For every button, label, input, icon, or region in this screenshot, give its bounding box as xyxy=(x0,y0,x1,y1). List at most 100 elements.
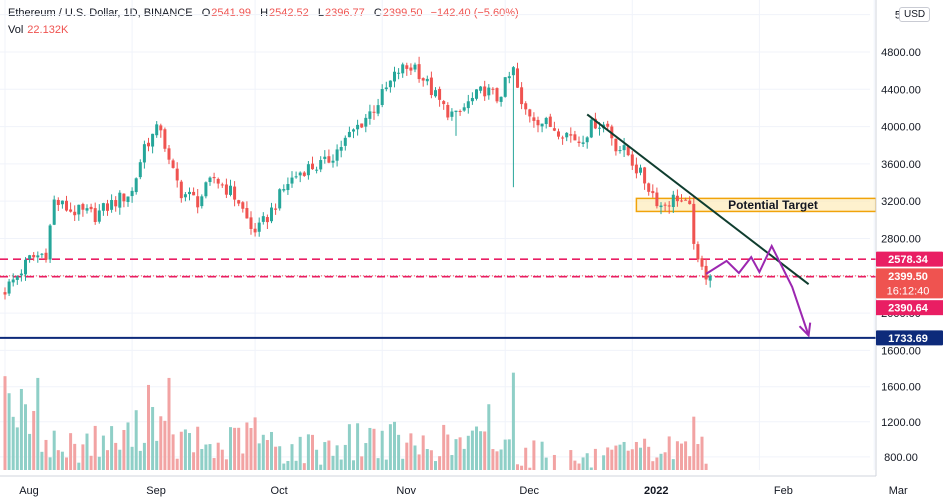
volume-bar xyxy=(364,443,368,470)
volume-bar xyxy=(397,434,401,470)
candle-body xyxy=(704,265,708,280)
volume-bar xyxy=(28,433,32,470)
volume-bar xyxy=(516,464,519,470)
volume-bar xyxy=(491,449,495,470)
candle-body xyxy=(261,216,265,222)
volume-bar xyxy=(589,467,593,470)
candle-body xyxy=(454,110,458,112)
volume-bar xyxy=(671,459,675,470)
candle-body xyxy=(192,191,196,196)
volume-bar xyxy=(352,460,355,470)
price-levels[interactable] xyxy=(0,258,876,339)
volume-bar xyxy=(544,457,548,470)
candle-body xyxy=(364,117,368,127)
candle-body xyxy=(425,78,429,82)
volume-bar xyxy=(532,440,536,470)
candle-body xyxy=(671,194,675,208)
volume-bar xyxy=(343,444,347,470)
volume-bar xyxy=(196,426,200,470)
volume-bar xyxy=(101,435,105,470)
candle-body xyxy=(245,208,249,219)
volume-bar xyxy=(48,457,52,470)
candle-body xyxy=(651,191,655,194)
volume-bar xyxy=(15,427,19,470)
open-value: 2541.99 xyxy=(211,7,252,19)
volume-bar xyxy=(573,460,577,470)
level-tag-bg xyxy=(876,330,943,346)
volume-bar xyxy=(151,406,155,470)
candle-body xyxy=(294,176,298,178)
target-zone-label: Potential Target xyxy=(728,198,818,212)
volume-bar xyxy=(331,455,335,470)
price-tick-label: 4400.00 xyxy=(881,84,921,96)
volume-bar xyxy=(647,446,651,470)
volume-bar xyxy=(278,446,282,470)
volume-bar xyxy=(249,427,253,470)
volume-bar xyxy=(470,430,474,470)
volume-bar xyxy=(85,433,89,470)
close-value: 2399.50 xyxy=(382,7,423,19)
low-value: 2396.77 xyxy=(324,7,365,19)
candle-body xyxy=(458,110,462,112)
volume-bar xyxy=(192,452,196,470)
time-tick-label: 2022 xyxy=(644,485,668,497)
drawings[interactable] xyxy=(586,113,812,338)
volume-bar xyxy=(52,430,56,470)
candle-body xyxy=(278,189,282,209)
candle-body xyxy=(643,167,647,184)
candle-body xyxy=(290,177,294,184)
volume-bar xyxy=(528,467,532,470)
level-tag-text: 1733.69 xyxy=(888,333,928,345)
high-value: 2542.52 xyxy=(269,7,309,19)
target-zone[interactable]: Potential Target xyxy=(635,197,877,213)
volume-bar xyxy=(655,457,659,470)
volume-bar xyxy=(89,455,93,470)
candle-body xyxy=(606,123,610,127)
candle-body xyxy=(388,80,392,88)
candle-body xyxy=(581,142,585,144)
volume-bar xyxy=(413,445,417,470)
time-tick-label: Aug xyxy=(19,485,39,497)
volume-bar xyxy=(237,427,241,470)
candle-body xyxy=(466,101,470,109)
volume-bar xyxy=(593,448,597,470)
candle-body xyxy=(499,96,503,102)
candle-body xyxy=(352,129,355,132)
level-tag-bg xyxy=(876,300,943,316)
volume-value: 22.132K xyxy=(27,24,69,36)
candle-body xyxy=(282,189,286,191)
time-tick-label: Oct xyxy=(271,485,288,497)
volume-bar xyxy=(524,447,528,470)
chart-legend: Ethereum / U.S. Dollar, 1D, BINANCE O254… xyxy=(8,7,519,19)
volume-bar xyxy=(479,431,483,470)
price-tick-label: 4000.00 xyxy=(881,122,921,134)
time-tick-label: Mar xyxy=(889,485,908,497)
last-price-tag-countdown: 16:12:40 xyxy=(887,285,930,297)
volume-bar xyxy=(372,428,376,470)
time-tick-label: Sep xyxy=(146,485,166,497)
currency-button[interactable]: USD xyxy=(899,7,931,22)
high-label: H xyxy=(260,7,269,19)
candle-body xyxy=(122,193,126,202)
candle-body xyxy=(528,109,532,117)
volume-legend: Vol 22.132K xyxy=(8,24,68,36)
candle-body xyxy=(233,186,237,200)
candle-body xyxy=(343,137,347,146)
candle-body xyxy=(569,134,573,136)
volume-bar xyxy=(155,440,159,470)
volume-bar xyxy=(179,431,183,470)
candle-body xyxy=(470,97,474,102)
candle-body xyxy=(85,208,89,211)
volume-bar xyxy=(241,453,245,470)
last-price-tag-bg xyxy=(876,268,943,299)
volume-bar xyxy=(138,450,142,470)
volume-bar xyxy=(19,388,23,470)
candle-body xyxy=(483,86,487,97)
candle-body xyxy=(491,88,495,90)
candle-body xyxy=(577,141,581,143)
volume-bar xyxy=(114,442,118,470)
candle-body xyxy=(429,77,433,96)
candle-body xyxy=(183,194,187,198)
candle-body xyxy=(126,196,130,202)
